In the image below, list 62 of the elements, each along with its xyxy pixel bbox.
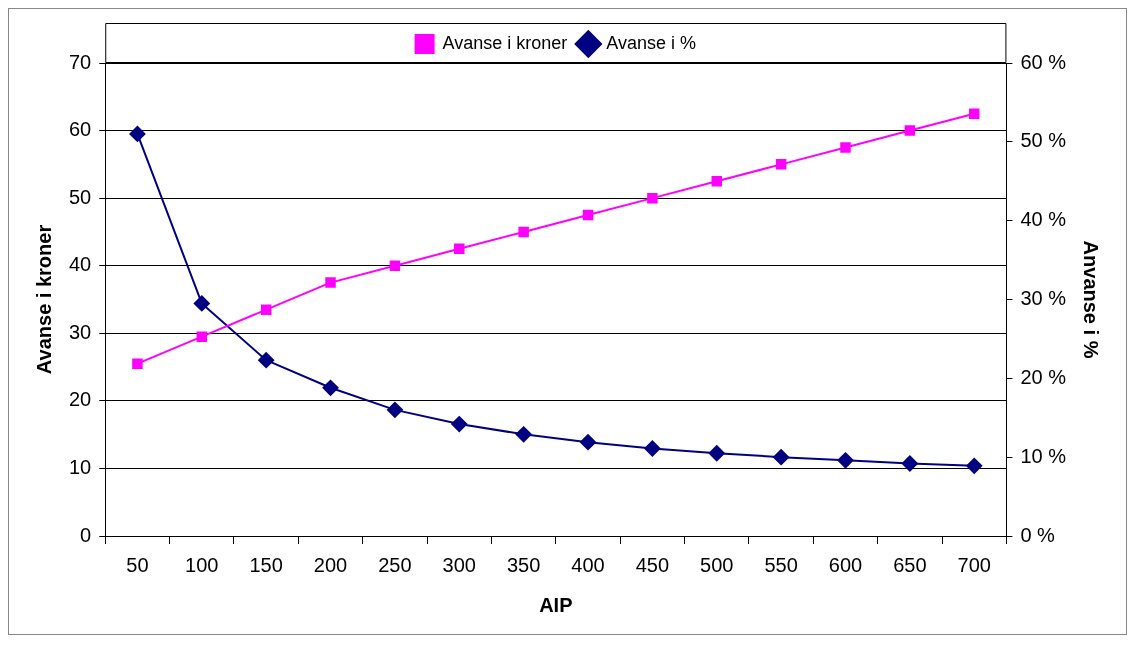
y2-tick-label: 50 % (1020, 129, 1067, 152)
x-tick-label: 650 (893, 553, 927, 576)
point (644, 440, 661, 457)
y2-tick-label: 30 % (1020, 287, 1067, 310)
point (840, 142, 851, 153)
x-tick-label: 600 (828, 553, 863, 576)
y-tick-label: 50 (69, 185, 92, 208)
x-tick-label: 350 (506, 553, 541, 576)
y-tick-label: 60 (69, 118, 92, 141)
point (129, 125, 146, 142)
y-tick-label: 0 (80, 523, 92, 546)
point (454, 243, 465, 255)
x-tick-label: 300 (442, 553, 476, 576)
point (711, 176, 722, 187)
x-tick-label: 50 (126, 553, 149, 576)
y-tick-label: 70 (69, 50, 92, 73)
point (258, 352, 275, 369)
point (966, 457, 983, 474)
y-tick-label: 20 (69, 388, 92, 411)
x-tick-label: 550 (764, 553, 798, 576)
point (260, 304, 272, 315)
x-tick-label: 500 (700, 553, 734, 576)
point (389, 260, 401, 271)
x-tick-label: 450 (635, 553, 670, 576)
legend-label: Avanse i % (606, 32, 697, 53)
x-tick-label: 200 (313, 553, 348, 576)
point (773, 449, 790, 466)
point (518, 226, 529, 238)
x-tick-label: 150 (249, 553, 283, 576)
point (968, 108, 980, 119)
point (193, 295, 210, 312)
y2-tick-label: 60 % (1020, 50, 1067, 73)
y2-tick-label: 10 % (1020, 444, 1067, 467)
point (647, 192, 658, 204)
y2-tick-label: 0 % (1020, 523, 1056, 546)
x-tick-label: 700 (957, 553, 991, 576)
point (322, 379, 339, 396)
legend-label: Avanse i kroner (442, 32, 568, 53)
x-tick-label: 400 (571, 553, 605, 576)
point (132, 358, 143, 369)
point (775, 159, 787, 170)
point (582, 209, 594, 221)
point (901, 455, 918, 472)
point (837, 452, 854, 469)
point (580, 434, 597, 451)
x-axis-title: AIP (539, 593, 573, 616)
point (386, 401, 403, 418)
point (325, 277, 336, 288)
point (708, 445, 725, 462)
point (904, 125, 916, 136)
x-tick-label: 250 (378, 553, 412, 576)
y-axis-title: Avanse i kroner (32, 224, 55, 375)
y2-tick-label: 40 % (1020, 208, 1067, 231)
y-tick-label: 10 (69, 455, 92, 478)
y2-tick-label: 20 % (1020, 365, 1067, 388)
y-tick-label: 40 (69, 253, 92, 276)
point (451, 416, 468, 433)
y2-axis-title: Anvanse i % (1080, 240, 1103, 359)
point (515, 426, 532, 443)
point (196, 331, 208, 342)
y-tick-label: 30 (69, 320, 92, 343)
x-tick-label: 100 (185, 553, 219, 576)
